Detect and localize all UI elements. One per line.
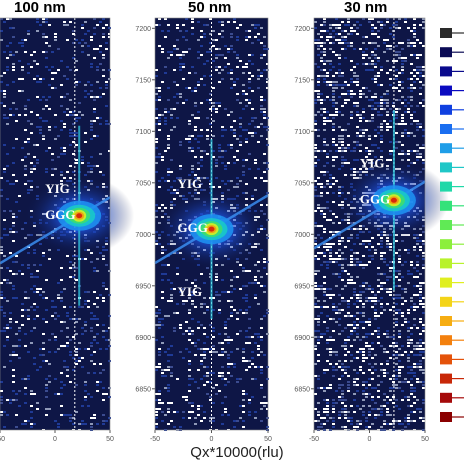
heatmap-panel-2: YIG GGG -50 0 50 6850 6900 6950 7000 7050 7100 7150… [294,17,449,443]
heatmap-panel-1: YIG GGG YIG -50 0 50 6850 6900 6950 7000 7050 7100 7… [135,17,272,443]
color-swatch [440,200,452,211]
y-tick-label: 6850 [135,386,151,393]
x-tick-label: 0 [368,436,372,443]
peak-label: YIG [178,284,203,299]
color-swatch [440,354,452,365]
color-swatch [440,239,452,250]
peak-label: YIG [360,155,385,170]
peak-label: YIG [178,176,203,191]
color-swatch [440,392,452,403]
color-scale [440,28,464,422]
bragg-peak [371,185,416,216]
x-tick-label: -50 [0,436,5,443]
color-swatch [440,335,452,346]
x-tick-label: -50 [309,436,319,443]
y-tick-label: 7000 [135,232,151,239]
x-axis-label: Qx*10000(rlu) [190,444,284,461]
color-swatch [440,373,452,384]
y-tick-label: 6900 [294,335,310,342]
x-tick-label: 0 [210,436,214,443]
x-tick-label: -50 [150,436,160,443]
y-tick-label: 6950 [135,283,151,290]
color-swatch [440,162,452,173]
x-tick-label: 50 [264,436,272,443]
color-swatch [440,277,452,288]
y-tick-label: 6900 [135,335,151,342]
y-tick-label: 6850 [294,386,310,393]
y-tick-label: 7100 [135,129,151,136]
y-tick-label: 7050 [135,180,151,187]
color-swatch [440,28,452,38]
color-swatch [440,316,452,326]
bragg-peak [189,214,234,245]
color-swatch [440,47,452,58]
panel-title-50nm: 50 nm [188,0,232,16]
peak-label: GGG [45,207,75,222]
y-tick-label: 7150 [135,77,151,84]
peak-label: YIG [45,181,70,196]
color-swatch [440,104,452,115]
peak-label: GGG [178,220,208,235]
y-tick-label: 7150 [294,77,310,84]
color-swatch [440,85,452,96]
y-tick-label: 7200 [294,26,310,33]
panel-title-30nm: 30 nm [344,0,388,16]
color-swatch [440,220,452,230]
color-swatch [440,258,452,269]
peak-label: GGG [360,191,390,206]
x-tick-label: 0 [53,436,57,443]
color-swatch [440,124,452,134]
y-tick-label: 7200 [135,26,151,33]
y-tick-label: 7100 [294,129,310,136]
panel-frame [0,17,111,431]
y-tick-label: 6950 [294,283,310,290]
y-tick-label: 7000 [294,232,310,239]
x-tick-label: 50 [106,436,114,443]
heatmap-panel-0: YIG GGG -50 0 50 [0,17,135,443]
color-swatch [440,412,452,422]
color-swatch [440,66,452,77]
x-tick-label: 50 [421,436,429,443]
y-tick-label: 7050 [294,180,310,187]
panel-frame [313,17,426,431]
panel-frame [154,17,269,431]
panel-title-100nm: 100 nm [14,0,66,16]
bragg-peak [57,200,102,231]
color-swatch [440,143,452,154]
color-swatch [440,296,452,307]
color-swatch [440,181,452,192]
